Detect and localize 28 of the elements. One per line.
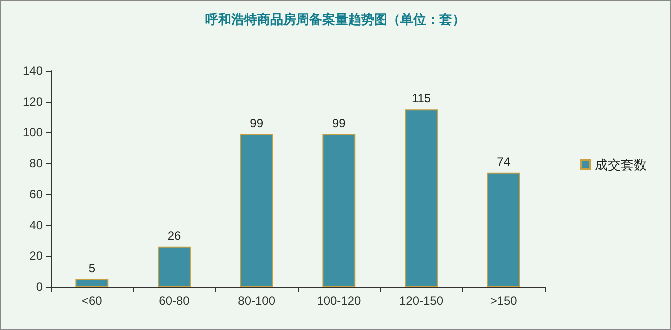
y-tick-label: 140 xyxy=(22,64,44,78)
y-tick-label: 60 xyxy=(30,187,44,202)
bar xyxy=(240,134,274,287)
y-tick-label: 0 xyxy=(36,280,44,294)
x-tick-label: 80-100 xyxy=(238,294,276,308)
data-label: 74 xyxy=(497,154,511,169)
bar xyxy=(487,172,520,287)
bar xyxy=(158,246,191,287)
legend-label: 成交套数 xyxy=(595,158,647,172)
y-tick-label: 80 xyxy=(30,156,44,171)
data-label: 99 xyxy=(250,116,264,130)
data-label: 99 xyxy=(332,116,346,130)
x-tick-label: >150 xyxy=(490,294,518,308)
x-tick-label: 100-120 xyxy=(317,294,362,308)
bar xyxy=(76,279,109,287)
bar xyxy=(405,110,438,287)
data-label: 5 xyxy=(88,261,96,276)
y-tick-label: 120 xyxy=(22,94,44,109)
x-tick-label: 120-150 xyxy=(399,294,444,308)
data-label: 115 xyxy=(412,92,432,106)
data-label: 26 xyxy=(168,228,182,243)
x-tick-label: <60 xyxy=(82,294,103,308)
y-tick-label: 40 xyxy=(30,218,44,232)
y-tick-label: 100 xyxy=(22,126,44,140)
y-tick-label: 20 xyxy=(30,249,44,264)
bar xyxy=(322,134,356,287)
chart-title: 呼和浩特商品房周备案量趋势图（单位：套） xyxy=(206,12,466,28)
x-tick-label: 60-80 xyxy=(159,294,190,308)
